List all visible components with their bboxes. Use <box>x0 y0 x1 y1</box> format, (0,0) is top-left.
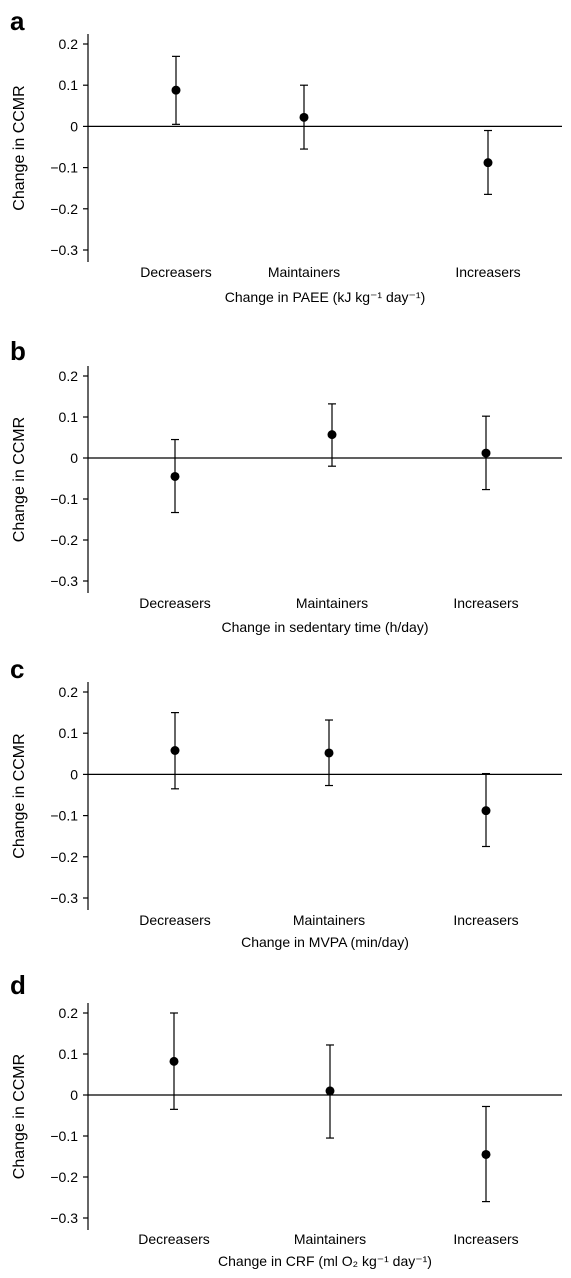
data-point <box>481 1149 491 1159</box>
y-axis-title: Change in CCMR <box>11 85 28 210</box>
chart-plot-b: 0.2 0.1 0 −0.1 −0.2 −0.3 Change in CCMR Decreas… <box>11 366 562 635</box>
panel-letter: b <box>10 336 26 366</box>
chart-panel-a: a 0.2 0.1 0 −0.1 −0.2 −0.3 Change in CCMR Decre… <box>0 0 571 320</box>
x-axis-title: Change in PAEE (kJ kg⁻¹ day⁻¹) <box>225 289 425 305</box>
y-tick-label: −0.3 <box>50 573 78 589</box>
y-tick-label: −0.3 <box>50 242 78 258</box>
y-tick-label: −0.2 <box>50 1169 78 1185</box>
panel-letter: c <box>10 654 25 684</box>
x-tick-label: Maintainers <box>268 264 340 280</box>
data-point <box>169 1056 179 1066</box>
x-tick-label: Decreasers <box>139 912 211 928</box>
x-axis-title: Change in sedentary time (h/day) <box>222 619 429 635</box>
chart-plot-d: 0.2 0.1 0 −0.1 −0.2 −0.3 Change in CCMR Decreas… <box>11 1003 562 1269</box>
y-tick-label: −0.1 <box>50 808 78 824</box>
y-tick-label: 0.2 <box>59 684 79 700</box>
y-tick-label: 0.1 <box>59 1046 79 1062</box>
data-point <box>171 85 181 95</box>
data-point <box>483 158 493 168</box>
y-tick-label: −0.1 <box>50 1128 78 1144</box>
chart-plot-c: 0.2 0.1 0 −0.1 −0.2 −0.3 Change in CCMR Decreas… <box>11 682 562 950</box>
y-tick-label: 0.1 <box>59 725 79 741</box>
y-tick-label: −0.3 <box>50 1210 78 1226</box>
y-tick-label: −0.2 <box>50 532 78 548</box>
x-tick-label: Maintainers <box>294 1231 366 1247</box>
chart-panel-b: b 0.2 0.1 0 −0.1 −0.2 −0.3 Change in CCMR Decre… <box>0 330 571 650</box>
y-axis-title: Change in CCMR <box>11 1054 28 1179</box>
y-tick-label: −0.1 <box>50 491 78 507</box>
x-tick-label: Increasers <box>453 595 518 611</box>
y-tick-label: −0.2 <box>50 201 78 217</box>
chart-panel-c: c 0.2 0.1 0 −0.1 −0.2 −0.3 Change in CCMR Decre… <box>0 648 571 964</box>
y-tick-label: 0.1 <box>59 77 79 93</box>
y-axis-title: Change in CCMR <box>11 417 28 542</box>
data-point <box>324 748 334 758</box>
x-tick-label: Decreasers <box>138 1231 210 1247</box>
y-tick-label: 0 <box>70 766 78 782</box>
y-tick-label: 0 <box>70 1087 78 1103</box>
panel-letter: d <box>10 970 26 1000</box>
chart-panel-d: d 0.2 0.1 0 −0.1 −0.2 −0.3 Change in CCMR Decre… <box>0 964 571 1278</box>
x-tick-label: Maintainers <box>293 912 365 928</box>
data-point <box>170 746 180 756</box>
x-tick-label: Maintainers <box>296 595 368 611</box>
x-tick-label: Increasers <box>453 912 518 928</box>
y-tick-label: 0 <box>70 118 78 134</box>
y-tick-label: 0.2 <box>59 368 79 384</box>
x-axis-title: Change in CRF (ml O₂ kg⁻¹ day⁻¹) <box>218 1253 432 1269</box>
data-point <box>325 1086 335 1096</box>
y-tick-label: 0 <box>70 450 78 466</box>
x-tick-label: Increasers <box>455 264 520 280</box>
x-tick-label: Increasers <box>453 1231 518 1247</box>
data-point <box>170 471 180 481</box>
data-point <box>327 430 337 440</box>
data-point <box>481 806 491 816</box>
chart-plot-a: 0.2 0.1 0 −0.1 −0.2 −0.3 Change in CCMR Decreas… <box>11 34 562 305</box>
y-tick-label: 0.1 <box>59 409 79 425</box>
y-tick-label: 0.2 <box>59 1005 79 1021</box>
panel-letter: a <box>10 6 25 36</box>
data-point <box>299 112 309 122</box>
x-axis-title: Change in MVPA (min/day) <box>241 934 409 950</box>
y-tick-label: −0.3 <box>50 890 78 906</box>
x-tick-label: Decreasers <box>140 264 212 280</box>
data-point <box>481 448 491 458</box>
y-tick-label: −0.2 <box>50 849 78 865</box>
y-tick-label: −0.1 <box>50 160 78 176</box>
y-axis-title: Change in CCMR <box>11 733 28 858</box>
y-tick-label: 0.2 <box>59 36 79 52</box>
x-tick-label: Decreasers <box>139 595 211 611</box>
